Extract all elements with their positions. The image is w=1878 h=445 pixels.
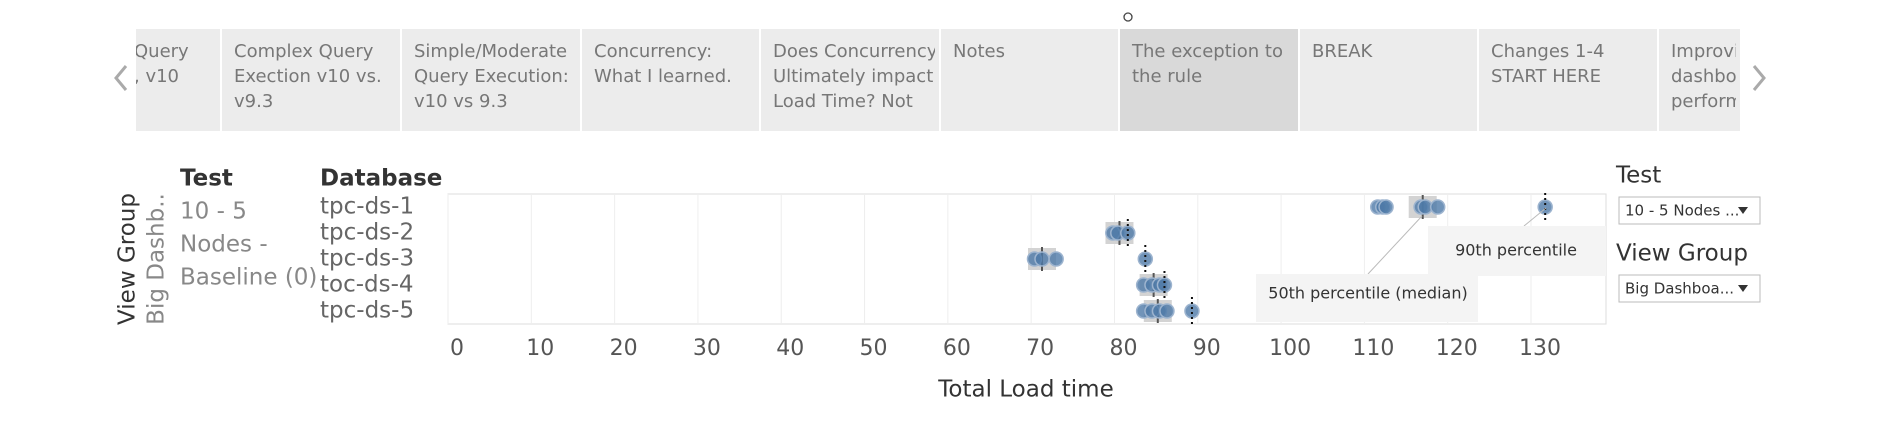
x-tick-label: 100 [1269,336,1311,361]
x-tick-label: 130 [1519,336,1561,361]
story-tab[interactable] [1479,29,1657,131]
story-tab-label: Ultimately impact [773,66,933,87]
data-point [1120,225,1136,241]
x-tick-label: 10 [526,336,554,361]
story-tab-label: Concurrency: [594,41,712,62]
database-label: tpc-ds-2 [320,220,414,246]
story-tab[interactable] [222,29,400,131]
story-tab[interactable] [1120,29,1298,131]
x-tick-label: 0 [450,336,464,361]
story-tab[interactable] [582,29,759,131]
view-group-value: Big Dashb.. [144,193,170,325]
story-tab-label: Does Concurrency [773,41,938,62]
annotation: 50th percentile (median) [1268,284,1467,303]
x-tick-label: 110 [1352,336,1394,361]
test-value: Nodes - [180,232,268,258]
data-point [1034,251,1050,267]
database-label: tpc-ds-5 [320,298,414,324]
story-tab-label: What I learned. [594,66,732,87]
database-header: Database [320,166,442,192]
filter-dropdown[interactable] [1618,196,1761,225]
data-point [1429,199,1446,215]
data-point [1378,199,1394,215]
x-tick-label: 40 [776,336,804,361]
x-tick-label: 60 [943,336,971,361]
database-label: tpc-ds-1 [320,194,414,220]
database-label: toc-ds-4 [320,272,414,298]
x-tick-label: 80 [1109,336,1137,361]
story-tab-label: The exception to [1131,41,1283,62]
test-value: 10 - 5 [180,199,247,225]
x-tick-label: 70 [1026,336,1054,361]
story-tab-label: Notes [953,41,1005,62]
story-tab-label: the rule [1132,66,1202,87]
story-tab[interactable] [761,29,939,131]
annotation-box [1256,274,1478,322]
story-tab[interactable] [1659,29,1740,131]
story-tab-label: BREAK [1312,41,1374,62]
story-tab-label: Changes 1-4 [1491,41,1604,62]
story-tab[interactable] [136,29,220,131]
annotation-box [1428,226,1606,276]
annotation-leader [1367,215,1423,275]
view-group-header: View Group [115,193,141,325]
data-point [1184,303,1200,319]
data-point [1537,199,1553,215]
story-tab-label: Query Execution: [414,66,569,87]
data-point [1156,277,1173,293]
story-tab[interactable] [1300,29,1477,131]
database-label: tpc-ds-3 [320,246,414,272]
filter-value: 10 - 5 Nodes ... [1625,202,1739,220]
annotation: 90th percentile [1455,241,1577,260]
story-tab-label: Complex Query [234,41,374,62]
dropdown-arrow [1738,207,1748,214]
x-tick-label: 90 [1193,336,1221,361]
story-tab-label: v9.3 [234,91,273,112]
next-arrow[interactable] [1752,65,1766,91]
x-tick-label: 20 [610,336,638,361]
x-tick-label: 50 [860,336,888,361]
test-value: Baseline (0) [180,265,317,291]
test-header: Test [180,166,233,192]
story-tab-label: START HERE [1491,66,1601,87]
x-axis-title: Total Load time [937,377,1113,403]
filter-title: Test [1615,163,1661,189]
dropdown-arrow [1738,285,1748,292]
x-tick-label: 120 [1436,336,1478,361]
story-tab-label: dashboa [1671,66,1748,87]
prev-arrow[interactable] [114,65,128,91]
story-tab-label: Improvi [1671,41,1739,62]
x-tick-label: 30 [693,336,721,361]
data-point [1137,251,1154,267]
data-point [1048,251,1064,267]
filter-title: View Group [1616,241,1748,267]
filter-dropdown[interactable] [1618,274,1761,303]
story-tab[interactable] [941,29,1118,131]
story-tab-label: Query [134,41,189,62]
filter-value: Big Dashboa... [1625,280,1734,298]
story-tab-label: performa [1671,91,1754,112]
story-tab-label: Load Time? Not [773,91,913,112]
story-tab-label: v10 vs 9.3 [414,91,508,112]
story-tab-label: , v10 [134,66,179,87]
story-tab[interactable] [402,29,580,131]
reset-icon[interactable] [1123,12,1133,22]
data-point [1159,303,1175,319]
story-tab-label: Simple/Moderate [414,41,567,62]
story-tab-label: Exection v10 vs. [234,66,382,87]
annotation-leader [1523,207,1547,227]
